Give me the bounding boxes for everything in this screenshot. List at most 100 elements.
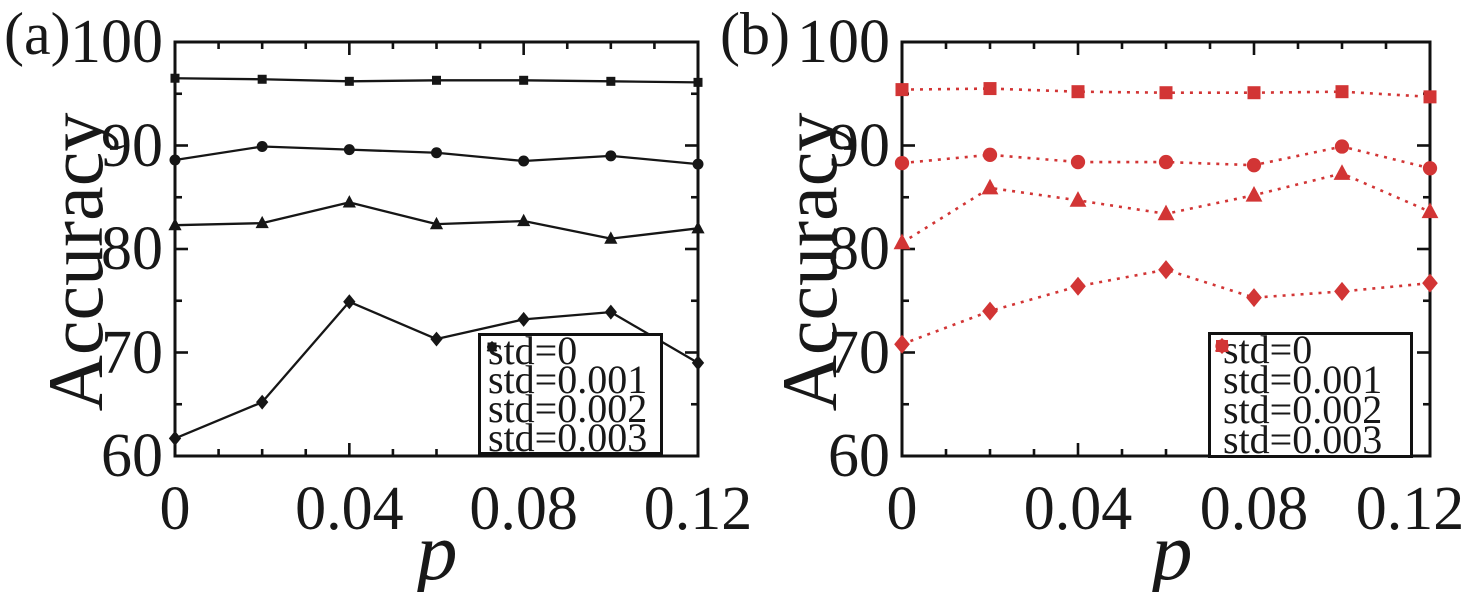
panel-a-legend-row: std=0.003	[484, 340, 660, 460]
panel-a-series-markers	[168, 73, 705, 446]
panel-a-point-std=0.001	[605, 150, 617, 162]
panel-b-point-std=0.002	[1245, 185, 1263, 202]
panel-b-y-tick-label: 80	[828, 215, 890, 283]
panel-a-x-tick-label: 0.08	[469, 475, 578, 543]
panel-a-point-std=0.002	[168, 217, 182, 231]
panel-a-point-std=0.002	[342, 195, 356, 208]
panel-b-point-std=0.001	[1246, 158, 1262, 173]
panel-a-legend-diamond-marker-icon	[486, 340, 498, 354]
panel-a-plot	[168, 40, 705, 458]
panel-a-point-std=0.001	[431, 147, 442, 159]
panel-a-point-std=0.003	[430, 331, 443, 347]
panel-a-point-std=0.003	[168, 430, 182, 446]
panel-b-legend-row: std=0	[1216, 327, 1410, 372]
panel-b-point-std=0.001	[894, 155, 910, 171]
panel-b-x-tick-label: 0	[886, 475, 918, 543]
panel-b-plot	[893, 40, 1439, 458]
panel-a-point-std=0	[432, 75, 441, 85]
panel-a-point-std=0.003	[691, 355, 705, 371]
panel-b-point-std=0.003	[1070, 276, 1086, 296]
panel-a-x-tick-label: 0.04	[295, 475, 404, 543]
panel-a-y-tick-label: 90	[101, 111, 163, 180]
panel-b-legend-diamond-marker-icon	[1215, 337, 1229, 355]
diamond-marker	[486, 340, 498, 354]
panel-b-point-std=0	[895, 83, 909, 97]
panel-a-label: (a)	[4, 1, 71, 67]
panel-a-y-tick-label: 100	[70, 8, 163, 76]
panel-a-point-std=0.003	[343, 294, 356, 310]
panel-a-legend-label: std=0.003	[488, 414, 648, 460]
panel-b-point-std=0.003	[1422, 273, 1438, 293]
panel-b-point-std=0	[1335, 85, 1349, 99]
panel-a-y-tick-label: 80	[101, 215, 163, 283]
panel-b-legend-label: std=0.003	[1223, 417, 1383, 462]
panel-b-label: (b)	[720, 1, 790, 67]
panel-a-point-std=0	[170, 73, 180, 83]
panel-b-x-tick-label: 0.08	[1199, 475, 1309, 543]
panel-b-point-std=0.003	[982, 301, 998, 321]
panel-a-point-std=0	[344, 76, 354, 86]
panel-b-point-std=0.001	[1070, 154, 1086, 170]
panel-b-point-std=0	[1247, 86, 1261, 100]
panel-a-x-tick-label: 0.12	[643, 475, 753, 543]
panel-a-point-std=0.002	[691, 221, 705, 234]
panel-a-point-std=0.001	[256, 141, 268, 153]
panel-b-y-tick-label: 100	[797, 8, 890, 76]
panel-b-legend-row: std=0.002	[1214, 338, 1410, 432]
panel-a-legend-row: std=0.002	[484, 341, 660, 431]
panel-b-point-std=0.002	[981, 178, 999, 195]
panel-b-x-tick-label: 0.04	[1023, 475, 1133, 543]
panel-b-point-std=0	[1071, 85, 1085, 99]
panel-a-point-std=0	[693, 77, 703, 87]
diamond-marker	[1215, 337, 1229, 355]
panel-b-point-std=0.001	[1158, 154, 1174, 170]
panel-b-y-tick-label: 70	[828, 318, 890, 387]
panel-a-point-std=0.003	[256, 394, 269, 410]
panel-b-legend-label: std=0.002	[1223, 387, 1383, 432]
panel-b-point-std=0.002	[1421, 202, 1439, 219]
panel-b-point-std=0.001	[1334, 139, 1350, 154]
panel-a-x-tick-label: 0	[159, 475, 191, 543]
panel-b-x-tick-label: 0.12	[1355, 475, 1465, 543]
panel-a-point-std=0.002	[604, 231, 618, 244]
panel-a-legend-label: std=0.002	[488, 385, 648, 431]
panel-a-point-std=0	[257, 74, 267, 84]
panel-b-point-std=0.002	[893, 233, 911, 250]
panel-a-point-std=0.001	[343, 144, 355, 156]
panel-a-point-std=0.001	[169, 154, 181, 166]
panel-b-point-std=0.001	[982, 147, 998, 162]
panel-b-point-std=0.002	[1157, 204, 1175, 221]
panel-b-point-std=0	[1159, 86, 1173, 100]
panel-b-legend: std=0 std=0.001 std=0.002 std=0.003	[1208, 327, 1413, 462]
panel-a-x-axis-title: p	[416, 506, 458, 592]
panel-a-point-std=0	[519, 75, 529, 85]
panel-b-point-std=0.002	[1333, 164, 1351, 180]
panel-b-series-markers	[893, 82, 1439, 354]
panel-a-point-std=0.002	[255, 215, 269, 229]
panel-a-y-tick-label: 70	[101, 318, 163, 387]
panel-a-legend-row: std=0.001	[484, 342, 660, 399]
panel-a-legend-label: std=0	[488, 327, 578, 373]
panel-b-legend-label: std=0	[1223, 327, 1313, 372]
panel-b-y-tick-label: 60	[828, 422, 890, 490]
panel-b-point-std=0.003	[1334, 281, 1350, 301]
panel-b-point-std=0	[983, 82, 997, 96]
panel-a-legend: std=0 std=0.001 std=0.002 std=0.003	[478, 327, 663, 460]
panel-b-point-std=0	[1423, 90, 1437, 104]
panel-b-legend-row: std=0.003	[1215, 337, 1410, 462]
panel-a-point-std=0.002	[429, 216, 444, 230]
panel-b-point-std=0.001	[1422, 161, 1438, 176]
panel-a-y-tick-label: 60	[101, 422, 163, 490]
panel-b-x-axis-title: p	[1151, 506, 1193, 592]
panel-a-point-std=0	[606, 76, 616, 86]
panel-b-point-std=0.002	[1069, 191, 1087, 207]
panel-a-point-std=0.001	[518, 155, 530, 167]
panel-a-ticks	[173, 40, 700, 458]
panel-a-point-std=0.001	[692, 158, 704, 170]
panel-b-point-std=0.003	[1158, 260, 1174, 280]
panel-a-point-std=0.003	[517, 311, 530, 327]
panel-b-y-tick-label: 90	[828, 111, 890, 180]
panel-b-point-std=0.003	[1246, 288, 1262, 308]
